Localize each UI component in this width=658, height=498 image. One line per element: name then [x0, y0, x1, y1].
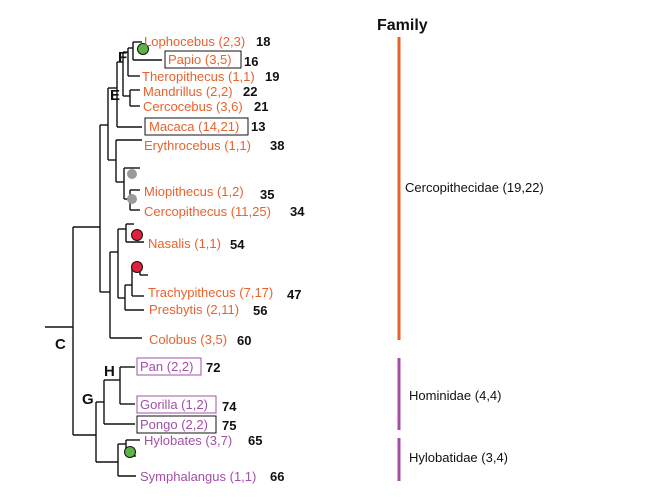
- taxon-number: 54: [230, 237, 245, 252]
- node-label-e: E: [110, 87, 120, 104]
- taxon-label: Presbytis (2,11): [149, 302, 239, 317]
- taxon-label: Theropithecus (1,1): [142, 69, 255, 84]
- taxon-label: Cercocebus (3,6): [143, 99, 243, 114]
- family-heading: Family: [377, 17, 428, 34]
- node-label-c: C: [55, 336, 66, 353]
- taxon-label: Miopithecus (1,2): [144, 184, 244, 199]
- taxon-label: Cercopithecus (11,25): [144, 204, 271, 219]
- taxon-label: Gorilla (1,2): [140, 397, 208, 412]
- taxon-number: 22: [243, 84, 257, 99]
- taxon-label: Macaca (14,21): [149, 119, 239, 134]
- pongo-box: [136, 415, 217, 434]
- family-label-hylobatidae: Hylobatidae (3,4): [409, 450, 508, 465]
- taxon-number: 38: [270, 138, 284, 153]
- pan-box: [136, 357, 202, 376]
- taxon-label: Trachypithecus (7,17): [148, 285, 273, 300]
- node-dots: [124, 43, 149, 458]
- taxa-cercopithecidae: Lophocebus (2,3) Papio (3,5) Theropithec…: [142, 34, 273, 347]
- taxon-label: Pongo (2,2): [140, 417, 208, 432]
- taxon-label: Papio (3,5): [168, 52, 232, 67]
- taxon-number: 75: [222, 418, 236, 433]
- taxon-label: Symphalangus (1,1): [140, 469, 256, 484]
- taxon-label: Hylobates (3,7): [144, 433, 232, 448]
- taxon-label: Nasalis (1,1): [148, 236, 221, 251]
- taxon-label: Pan (2,2): [140, 359, 193, 374]
- taxon-number: 72: [206, 360, 220, 375]
- node-dot-gray-2: [127, 194, 137, 204]
- papio-box: [164, 50, 242, 69]
- taxon-label: Mandrillus (2,2): [143, 84, 233, 99]
- node-dot-gray-1: [127, 169, 137, 179]
- macaca-box: [144, 117, 249, 136]
- node-dot-green-hyl: [124, 446, 136, 458]
- taxon-number: 34: [290, 204, 305, 219]
- node-label-h: H: [104, 363, 115, 380]
- taxon-number: 35: [260, 187, 274, 202]
- node-dot-red-1: [131, 229, 143, 241]
- taxon-numbers: 18 16 19 Mandrillus (2,2) 22 21 13 38 35…: [206, 34, 305, 484]
- taxon-boxes: [136, 50, 249, 434]
- tree-branches: [45, 41, 162, 477]
- taxon-number: 19: [265, 69, 279, 84]
- node-label-f: F: [118, 49, 127, 66]
- node-dot-red-2: [131, 261, 143, 273]
- taxon-number: 21: [254, 99, 268, 114]
- family-label-cercopithecidae: Cercopithecidae (19,22): [405, 180, 544, 195]
- taxon-number: 18: [256, 34, 270, 49]
- taxon-number: 47: [287, 287, 301, 302]
- taxa-hominoidea: Pan (2,2) Gorilla (1,2) Pongo (2,2) Hylo…: [140, 359, 256, 484]
- taxon-number: 56: [253, 303, 267, 318]
- taxon-label: Erythrocebus (1,1): [144, 138, 251, 153]
- node-label-g: G: [82, 391, 94, 408]
- taxon-number: 66: [270, 469, 284, 484]
- taxon-label: Lophocebus (2,3): [144, 34, 245, 49]
- taxon-number: 16: [244, 54, 258, 69]
- taxon-number: 74: [222, 399, 237, 414]
- family-label-hominidae: Hominidae (4,4): [409, 388, 502, 403]
- taxon-number: 65: [248, 433, 262, 448]
- taxon-label: Colobus (3,5): [149, 332, 227, 347]
- node-dot-green-f: [137, 43, 149, 55]
- taxon-number: 60: [237, 333, 251, 348]
- gorilla-box: [136, 395, 217, 414]
- taxon-number: 13: [251, 119, 265, 134]
